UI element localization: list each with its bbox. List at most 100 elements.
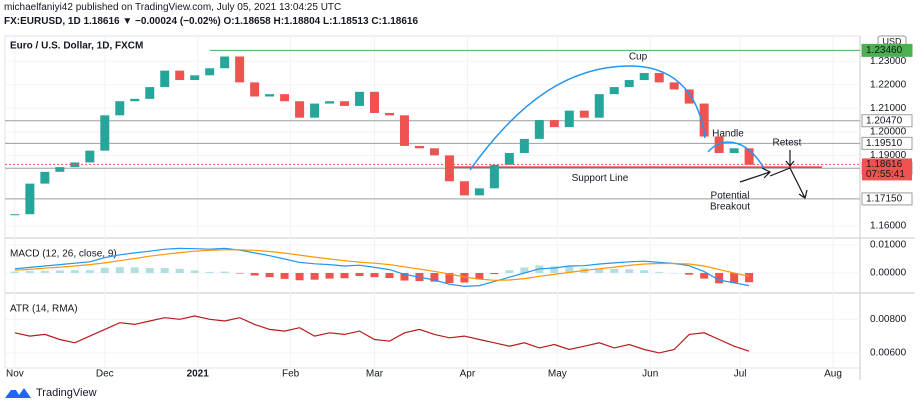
y-tick-label: 0.00600	[870, 348, 907, 359]
candle	[669, 82, 679, 90]
indicator-line	[14, 247, 750, 288]
candle	[714, 136, 724, 154]
histogram-bar	[430, 272, 439, 282]
indicator-line	[14, 249, 750, 281]
histogram-bar	[490, 272, 499, 275]
handle-curve	[707, 141, 766, 171]
histogram-bar	[100, 267, 109, 273]
histogram-bar	[685, 272, 694, 275]
cup-curve	[469, 65, 706, 171]
candle	[534, 120, 544, 139]
candle	[10, 214, 20, 216]
candle	[414, 145, 424, 149]
histogram-bar	[550, 266, 559, 273]
candle	[699, 103, 709, 137]
histogram-bar	[370, 272, 379, 278]
histogram-bar	[25, 271, 34, 273]
symbol-line: FX:EURUSD, 1D 1.18616 ▼ −0.00024 (−0.02%…	[4, 16, 419, 27]
candle	[25, 183, 35, 215]
histogram-bar	[325, 272, 334, 279]
candle	[429, 148, 439, 156]
histogram-bar	[340, 272, 349, 279]
candle	[684, 89, 694, 104]
histogram-bar	[130, 267, 139, 273]
histogram-bar	[10, 271, 19, 273]
level-label-box	[861, 192, 913, 206]
level-label: 1.19510	[866, 138, 903, 149]
last-price-box	[862, 158, 912, 181]
histogram-bar	[160, 267, 169, 273]
candle	[355, 91, 365, 106]
candle	[504, 153, 514, 165]
x-tick-label: Jul	[734, 369, 747, 380]
candle	[444, 155, 454, 182]
histogram-bar	[205, 271, 214, 273]
candle	[624, 80, 634, 88]
x-tick-label: Apr	[460, 369, 476, 380]
annotation: Potential	[711, 191, 750, 202]
candle	[40, 171, 50, 184]
last-price-label: 1.18616	[866, 159, 903, 170]
x-tick-label: Dec	[96, 369, 114, 380]
candle	[459, 181, 469, 196]
y-tick-label: 0.00800	[870, 314, 907, 325]
breakout-arrows	[739, 150, 808, 199]
histogram-bar	[475, 272, 484, 280]
y-tick-label: 1.23000	[870, 56, 907, 67]
candle	[145, 87, 155, 99]
pane-title: ATR (14, RMA)	[10, 304, 78, 315]
annotation: Breakout	[710, 202, 750, 213]
candle	[265, 94, 275, 97]
candle	[190, 75, 200, 81]
countdown: 07:55:41	[866, 169, 905, 180]
histogram-bar	[175, 268, 184, 273]
candle	[340, 101, 350, 106]
annotation: Handle	[712, 129, 744, 140]
y-tick-label: 1.20000	[870, 126, 907, 137]
level-label: 1.23460	[866, 45, 903, 56]
histogram-bar	[670, 272, 679, 274]
candle	[85, 150, 95, 163]
candle	[654, 72, 664, 83]
histogram-bar	[235, 272, 244, 274]
candle	[399, 115, 409, 146]
histogram-bar	[280, 272, 289, 279]
y-tick-label: 1.21000	[870, 103, 907, 114]
candle	[250, 82, 260, 97]
x-tick-label: Nov	[6, 369, 24, 380]
x-tick-label: May	[548, 369, 567, 380]
candle	[729, 148, 739, 154]
candle	[55, 167, 65, 172]
candle	[639, 72, 649, 81]
histogram-bar	[40, 270, 49, 273]
level-label-box	[861, 43, 913, 57]
candle	[310, 103, 320, 118]
y-tick-label: 1.22000	[870, 79, 907, 90]
histogram-bar	[385, 272, 394, 279]
candle	[549, 120, 559, 128]
currency: USD	[882, 36, 902, 46]
histogram-bar	[295, 272, 304, 281]
candle	[609, 87, 619, 95]
x-tick-label: Feb	[282, 369, 300, 380]
histogram-bar	[190, 270, 199, 273]
histogram-bar	[715, 272, 724, 284]
candle	[325, 101, 335, 104]
candle	[295, 101, 305, 118]
histogram-bar	[250, 272, 259, 276]
candle	[564, 110, 574, 128]
x-tick-label: Jun	[642, 369, 658, 380]
histogram-bar	[565, 266, 574, 273]
histogram-bar	[85, 270, 94, 273]
histogram-bar	[700, 272, 709, 279]
histogram-bar	[655, 271, 664, 273]
candle	[115, 101, 125, 116]
level-label-box	[861, 114, 913, 128]
histogram-bar	[460, 272, 469, 283]
histogram-bar	[625, 269, 634, 273]
histogram-bar	[610, 268, 619, 273]
y-tick-label: 0.00000	[870, 268, 907, 279]
support-label: Support Line	[572, 173, 629, 184]
